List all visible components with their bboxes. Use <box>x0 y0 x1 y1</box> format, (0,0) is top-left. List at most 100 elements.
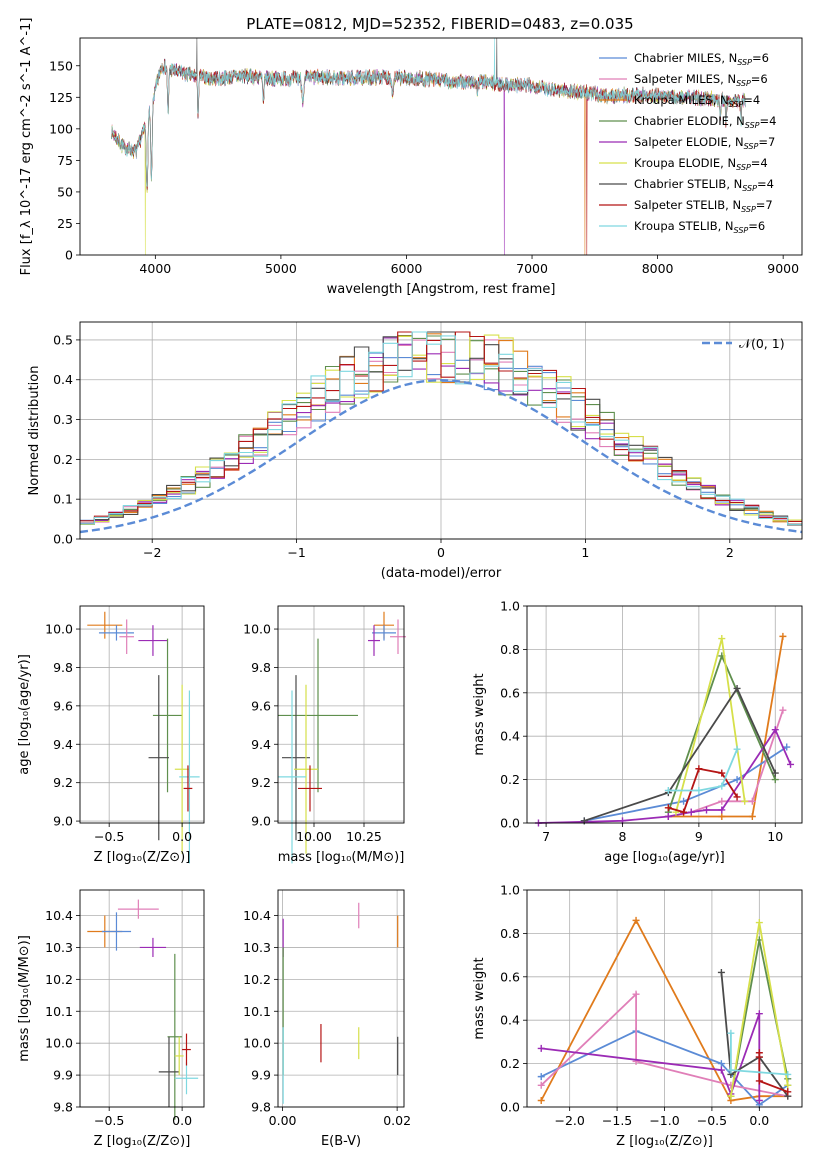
x-tick-label: 9 <box>695 829 703 844</box>
weight-line <box>584 686 777 822</box>
x-tick-label: 5000 <box>265 261 297 276</box>
y-tick-label: 10.0 <box>243 622 271 637</box>
weight-marker <box>779 632 787 640</box>
x-axis-label: Z [log₁₀(Z/Z⊙)] <box>94 850 191 865</box>
plot-area-weight_vs_age <box>534 632 795 827</box>
x-tick-label: 0.00 <box>269 1113 297 1128</box>
weight-marker <box>664 786 672 794</box>
panel-weight_vs_Z: −2.0 −1.5 −1.0 −0.5 0.0 0.0 0.2 0.4 0.6 0.8 1.0 Z [… <box>472 883 803 1149</box>
y-tick-label: 1.0 <box>500 883 520 898</box>
weight-series <box>534 726 795 827</box>
errorbar-point <box>158 1036 180 1107</box>
weight-marker <box>787 760 795 768</box>
errorbar-point <box>117 899 159 919</box>
weight-marker <box>717 968 725 976</box>
weight-series <box>664 765 741 816</box>
axes-frame <box>79 321 803 540</box>
y-tick-label: 50 <box>57 184 73 199</box>
panel-age_vs_Z: −0.5 0.0 9.0 9.2 9.4 9.6 9.8 10.0 Z [log₁₀(Z/Z⊙)… <box>17 605 205 865</box>
errorbar-point <box>372 625 396 641</box>
weight-marker <box>755 1096 763 1104</box>
weight-marker <box>632 916 640 924</box>
x-tick-label: 0 <box>437 545 445 560</box>
y-tick-label: 0.6 <box>500 969 520 984</box>
errorbar-point <box>179 690 200 864</box>
weight-marker <box>755 1077 763 1085</box>
x-tick-label: −0.5 <box>94 829 124 844</box>
weight-marker <box>733 793 741 801</box>
x-tick-label: 10.00 <box>296 829 332 844</box>
x-tick-label: −1.5 <box>602 1113 632 1128</box>
y-tick-label: 10.3 <box>243 940 271 955</box>
legend-label: Chabrier STELIB, NSSP=4 <box>634 177 774 193</box>
weight-marker <box>680 808 688 816</box>
y-tick-label: 75 <box>57 153 73 168</box>
errorbar-point <box>139 937 167 958</box>
x-axis-label: (data-model)/error <box>381 566 502 581</box>
x-axis-label: Z [log₁₀(Z/Z⊙)] <box>94 1134 191 1149</box>
errorbar-point <box>98 625 134 641</box>
x-tick-label: 8 <box>619 829 627 844</box>
y-axis-label: mass weight <box>472 673 487 755</box>
weight-marker <box>748 797 756 805</box>
y-tick-label: 9.9 <box>251 1068 271 1083</box>
weight-marker <box>664 812 672 820</box>
axes-frame <box>526 605 803 824</box>
weight-marker <box>537 1096 545 1104</box>
histogram-step <box>80 331 802 525</box>
axes-frame <box>79 37 803 256</box>
plot-area-mass_vs_ebv <box>282 902 399 1104</box>
y-tick-label: 0.5 <box>53 332 73 347</box>
y-tick-label: 0 <box>65 248 73 263</box>
y-tick-label: 9.4 <box>251 737 271 752</box>
errorbar-point <box>174 1036 184 1076</box>
x-tick-label: 10 <box>767 829 783 844</box>
weight-marker <box>748 812 756 820</box>
spectrum-legend: Chabrier MILES, NSSP=6 Salpeter MILES, NS… <box>599 51 776 235</box>
y-tick-label: 0.0 <box>500 1100 520 1115</box>
y-tick-label: 0.2 <box>500 772 520 787</box>
residuals-legend: 𝒩(0, 1) <box>702 336 785 351</box>
x-tick-label: 7 <box>542 829 550 844</box>
weight-marker <box>727 1066 735 1074</box>
weight-marker <box>727 1092 735 1100</box>
y-tick-label: 9.8 <box>251 1100 271 1115</box>
x-tick-label: 0.0 <box>172 829 192 844</box>
plot-area-weight_vs_Z <box>537 916 792 1109</box>
y-tick-label: 0.8 <box>500 642 520 657</box>
x-axis-label: Z [log₁₀(Z/Z⊙)] <box>616 1134 713 1149</box>
x-tick-label: −1 <box>287 545 305 560</box>
y-tick-label: 100 <box>49 121 73 136</box>
legend-label: Kroupa ELODIE, NSSP=4 <box>634 156 768 172</box>
legend-label: Salpeter STELIB, NSSP=7 <box>634 198 773 214</box>
weight-marker <box>733 776 741 784</box>
axes-frame <box>277 605 405 824</box>
weight-marker <box>755 1053 763 1061</box>
y-tick-label: 9.6 <box>251 698 271 713</box>
y-tick-label: 150 <box>49 58 73 73</box>
errorbar-point <box>138 625 168 656</box>
legend-label: Salpeter MILES, NSSP=6 <box>634 72 768 88</box>
weight-marker <box>771 769 779 777</box>
y-tick-label: 9.6 <box>53 698 73 713</box>
y-tick-label: 10.1 <box>45 1004 73 1019</box>
legend-label: Kroupa STELIB, NSSP=6 <box>634 219 765 235</box>
weight-marker <box>779 706 787 714</box>
plot-area-age_vs_mass <box>278 611 406 864</box>
weight-marker <box>680 797 688 805</box>
x-tick-label: 0.02 <box>383 1113 411 1128</box>
weight-line <box>720 972 789 1097</box>
y-tick-label: 10.4 <box>243 908 271 923</box>
x-tick-label: 4000 <box>139 261 171 276</box>
y-tick-label: 0.2 <box>500 1056 520 1071</box>
figure-title: PLATE=0812, MJD=52352, FIBERID=0483, z=0… <box>246 15 633 33</box>
plot-area-age_vs_Z <box>87 611 200 864</box>
weight-series <box>727 1029 792 1078</box>
weight-marker <box>783 743 791 751</box>
panel-mass_vs_ebv: 0.00 0.02 9.8 9.9 10.0 10.1 10.2 10.3 10.4 E(B-V) <box>243 889 411 1149</box>
weight-marker <box>784 1088 792 1096</box>
plot-area-spectrum <box>111 37 746 256</box>
x-tick-label: 1 <box>581 545 589 560</box>
weight-marker <box>727 1029 735 1037</box>
y-tick-label: 0.6 <box>500 685 520 700</box>
